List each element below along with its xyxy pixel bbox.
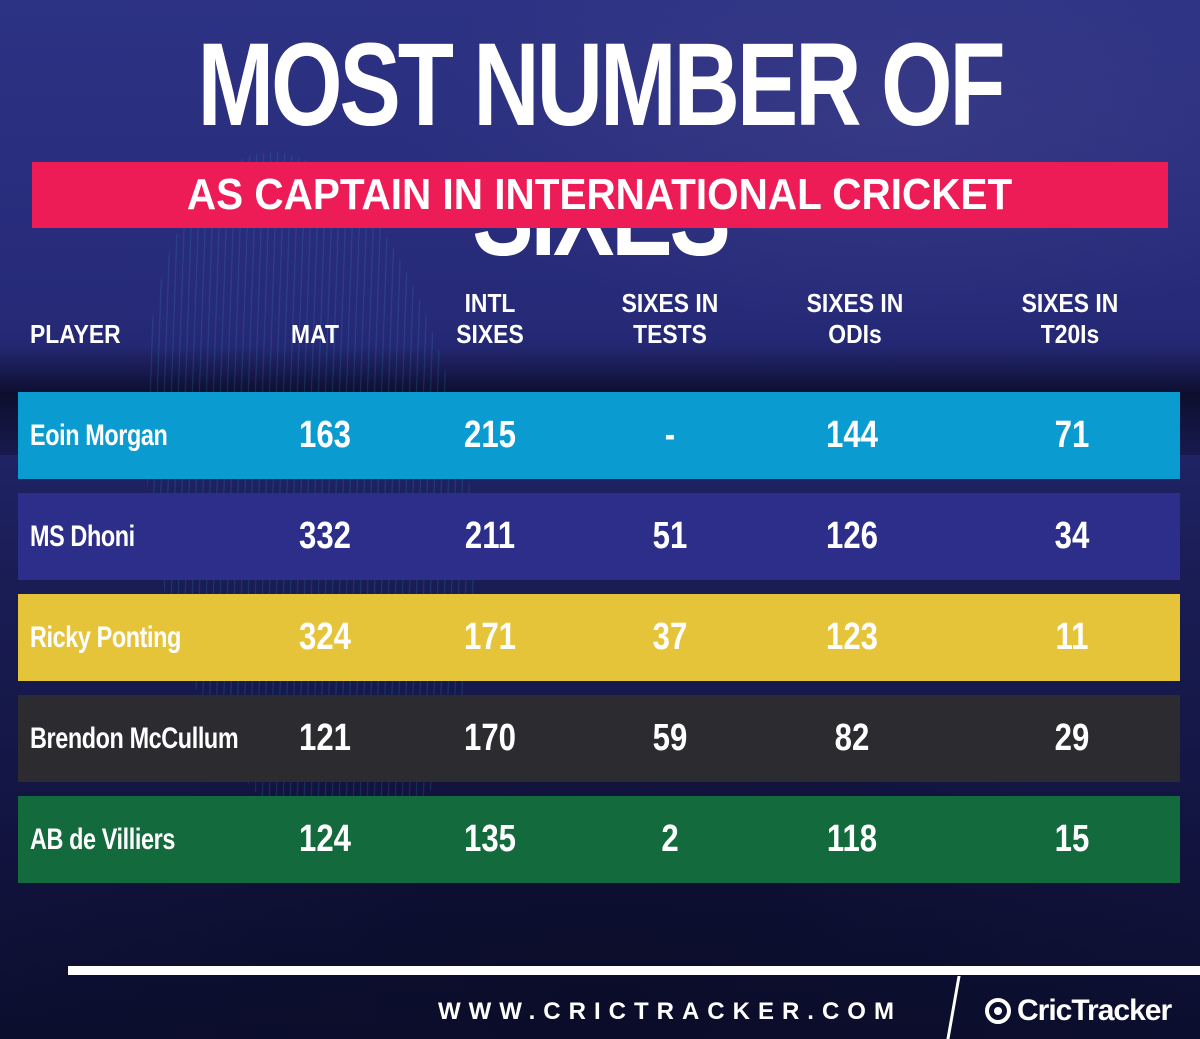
header-sixes-t20is: SIXES IN T20Is <box>1021 288 1119 349</box>
subtitle-banner: AS CAPTAIN IN INTERNATIONAL CRICKET <box>32 162 1168 228</box>
footer-divider <box>68 966 1200 975</box>
intl-sixes-value: 135 <box>464 818 516 860</box>
mat-value: 124 <box>299 818 351 860</box>
player-name: Eoin Morgan <box>30 419 168 452</box>
tests-sixes-value: 2 <box>661 818 679 860</box>
odis-sixes-value: 123 <box>826 616 878 658</box>
intl-sixes-value: 171 <box>464 616 516 658</box>
table-row: MS Dhoni 332 211 51 126 34 <box>18 493 1180 580</box>
odis-sixes-value: 118 <box>826 818 878 860</box>
odis-sixes-value: 126 <box>826 515 878 557</box>
subtitle-text: AS CAPTAIN IN INTERNATIONAL CRICKET <box>187 170 1013 219</box>
odis-sixes-value: 82 <box>834 717 870 759</box>
mat-value: 163 <box>299 414 351 456</box>
intl-sixes-value: 215 <box>464 414 516 456</box>
header-sixes-odis: SIXES IN ODIs <box>806 288 904 349</box>
header-sixes-tests: SIXES IN TESTS <box>621 288 719 349</box>
mat-value: 324 <box>299 616 351 658</box>
table-row: Ricky Ponting 324 171 37 123 11 <box>18 594 1180 681</box>
t20is-sixes-value: 11 <box>1055 616 1089 658</box>
mat-value: 332 <box>299 515 351 557</box>
tests-sixes-value: 59 <box>652 717 688 759</box>
table-header: PLAYER MAT INTL SIXES SIXES IN TESTS SIXES… <box>0 288 1200 358</box>
intl-sixes-value: 211 <box>464 515 516 557</box>
mat-value: 121 <box>299 717 351 759</box>
header-mat: MAT <box>291 319 339 349</box>
page-title: MOST NUMBER OF SIXES <box>197 19 1005 280</box>
intl-sixes-value: 170 <box>464 717 516 759</box>
t20is-sixes-value: 15 <box>1054 818 1090 860</box>
player-name: AB de Villiers <box>30 823 175 856</box>
table-row: Brendon McCullum 121 170 59 82 29 <box>18 695 1180 782</box>
header-player: PLAYER <box>30 319 121 349</box>
crictracker-logo-icon <box>985 998 1011 1024</box>
player-name: MS Dhoni <box>30 520 135 553</box>
t20is-sixes-value: 34 <box>1054 515 1090 557</box>
website-url[interactable]: WWW.CRICTRACKER.COM <box>438 998 902 1025</box>
brand-name: CricTracker <box>1017 994 1172 1027</box>
tests-sixes-value: 37 <box>652 616 688 658</box>
table-row: Eoin Morgan 163 215 - 144 71 <box>18 392 1180 479</box>
tests-sixes-value: 51 <box>652 515 688 557</box>
t20is-sixes-value: 29 <box>1054 717 1090 759</box>
tests-sixes-value: - <box>664 414 676 456</box>
table-row: AB de Villiers 124 135 2 118 15 <box>18 796 1180 883</box>
odis-sixes-value: 144 <box>826 414 878 456</box>
brand-logo[interactable]: CricTracker <box>985 994 1172 1028</box>
player-name: Brendon McCullum <box>30 722 239 755</box>
player-name: Ricky Ponting <box>30 621 181 654</box>
t20is-sixes-value: 71 <box>1054 414 1090 456</box>
header-intl-sixes: INTL SIXES <box>456 288 524 349</box>
